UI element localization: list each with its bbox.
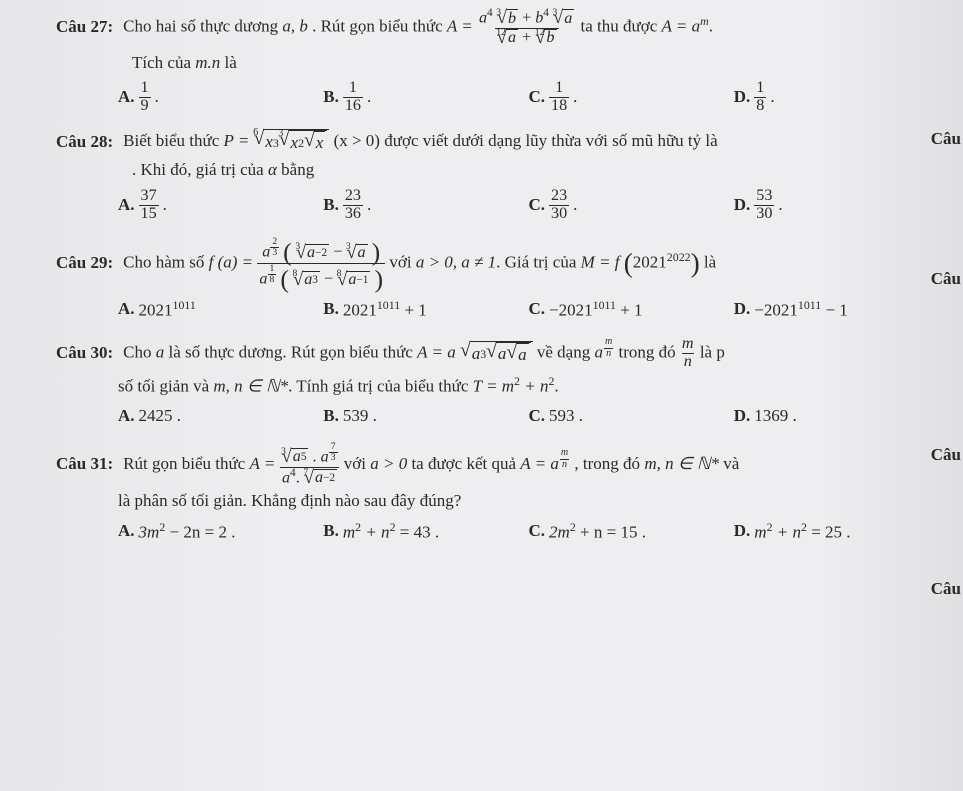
q29-choices: A. 20211011 B. 20211011 + 1 C. −20211011… bbox=[118, 297, 939, 323]
q27-line2: Tích của m.n là bbox=[132, 52, 939, 75]
q28-line2: . Khi đó, giá trị của α bằng bbox=[132, 159, 939, 182]
q30-choice-a[interactable]: A.2425 . bbox=[118, 405, 323, 428]
edge-label-4: Câu bbox=[931, 578, 961, 601]
edge-label-1: Câu bbox=[931, 128, 961, 151]
q30-stem: Cho a là số thực dương. Rút gọn biểu thứ… bbox=[123, 336, 725, 371]
question-27: Câu 27: Cho hai số thực dương a, b . Rút… bbox=[56, 8, 939, 115]
q31-label: Câu 31: bbox=[56, 453, 113, 476]
q29-choice-c[interactable]: C. −20211011 + 1 bbox=[529, 297, 734, 323]
q30-choice-d[interactable]: D.1369 . bbox=[734, 405, 939, 428]
q30-choices: A.2425 . B.539 . C.593 . D.1369 . bbox=[118, 405, 939, 428]
q31-choice-c[interactable]: C. 2m2 + n = 15 . bbox=[529, 519, 734, 545]
q28-choice-a[interactable]: A. 3715. bbox=[118, 188, 323, 223]
q27-choices: A. 19. B. 116. C. 118. D. 18. bbox=[118, 80, 939, 115]
q31-choice-d[interactable]: D. m2 + n2 = 25 . bbox=[734, 519, 939, 545]
q31-choice-b[interactable]: B. m2 + n2 = 43 . bbox=[323, 519, 528, 545]
q29-choice-b[interactable]: B. 20211011 + 1 bbox=[323, 297, 528, 323]
q31-choice-a[interactable]: A. 3m2 − 2n = 2 . bbox=[118, 519, 323, 545]
q28-label: Câu 28: bbox=[56, 131, 113, 154]
q29-stem: Cho hàm số f (a) = a23 ( √3a−2 − √3a ) a… bbox=[123, 237, 716, 290]
question-29: Câu 29: Cho hàm số f (a) = a23 ( √3a−2 −… bbox=[56, 237, 939, 322]
q27-choice-a[interactable]: A. 19. bbox=[118, 80, 323, 115]
q27-label: Câu 27: bbox=[56, 16, 113, 39]
q27-choice-d[interactable]: D. 18. bbox=[734, 80, 939, 115]
edge-label-2: Câu bbox=[931, 268, 961, 291]
q29-choice-d[interactable]: D. −20211011 − 1 bbox=[734, 297, 939, 323]
q30-label: Câu 30: bbox=[56, 342, 113, 365]
q31-choices: A. 3m2 − 2n = 2 . B. m2 + n2 = 43 . C. 2… bbox=[118, 519, 939, 545]
q27-fraction: a4 √3b + b4 √3a √12a + √12b bbox=[477, 8, 576, 48]
question-31: Câu 31: Rút gọn biểu thức A = √3a5 . a73… bbox=[56, 442, 939, 545]
q27-choice-c[interactable]: C. 118. bbox=[529, 80, 734, 115]
q29-label: Câu 29: bbox=[56, 252, 113, 275]
q29-choice-a[interactable]: A. 20211011 bbox=[118, 297, 323, 323]
q28-choice-c[interactable]: C. 2330. bbox=[529, 188, 734, 223]
q27-stem: Cho hai số thực dương a, b . Rút gọn biể… bbox=[123, 8, 713, 48]
q31-stem: Rút gọn biểu thức A = √3a5 . a73 a4. √7a… bbox=[123, 442, 739, 488]
q30-choice-b[interactable]: B.539 . bbox=[323, 405, 528, 428]
q30-line2: số tối giản và m, n ∈ ℕ*. Tính giá trị c… bbox=[118, 373, 939, 399]
q31-line2: là phân số tối giản. Khẳng định nào sau … bbox=[118, 490, 939, 513]
q31-fraction: √3a5 . a73 a4. √7a−2 bbox=[280, 442, 340, 488]
q27-choice-b[interactable]: B. 116. bbox=[323, 80, 528, 115]
edge-label-3: Câu bbox=[931, 444, 961, 467]
q30-choice-c[interactable]: C.593 . bbox=[529, 405, 734, 428]
page: Câu Câu Câu Câu Câu 27: Cho hai số thực … bbox=[0, 0, 963, 791]
question-30: Câu 30: Cho a là số thực dương. Rút gọn … bbox=[56, 336, 939, 427]
q28-choice-b[interactable]: B. 2336. bbox=[323, 188, 528, 223]
q28-choice-d[interactable]: D. 5330. bbox=[734, 188, 939, 223]
q28-stem: Biết biểu thức P = √6 x3 √3 x2 √x (x > 0… bbox=[123, 129, 718, 155]
question-28: Câu 28: Biết biểu thức P = √6 x3 √3 x2 √… bbox=[56, 129, 939, 223]
q29-fraction: a23 ( √3a−2 − √3a ) a18 ( √8a3 − √8a−1 ) bbox=[257, 237, 385, 290]
q28-choices: A. 3715. B. 2336. C. 2330. D. 5330. bbox=[118, 188, 939, 223]
